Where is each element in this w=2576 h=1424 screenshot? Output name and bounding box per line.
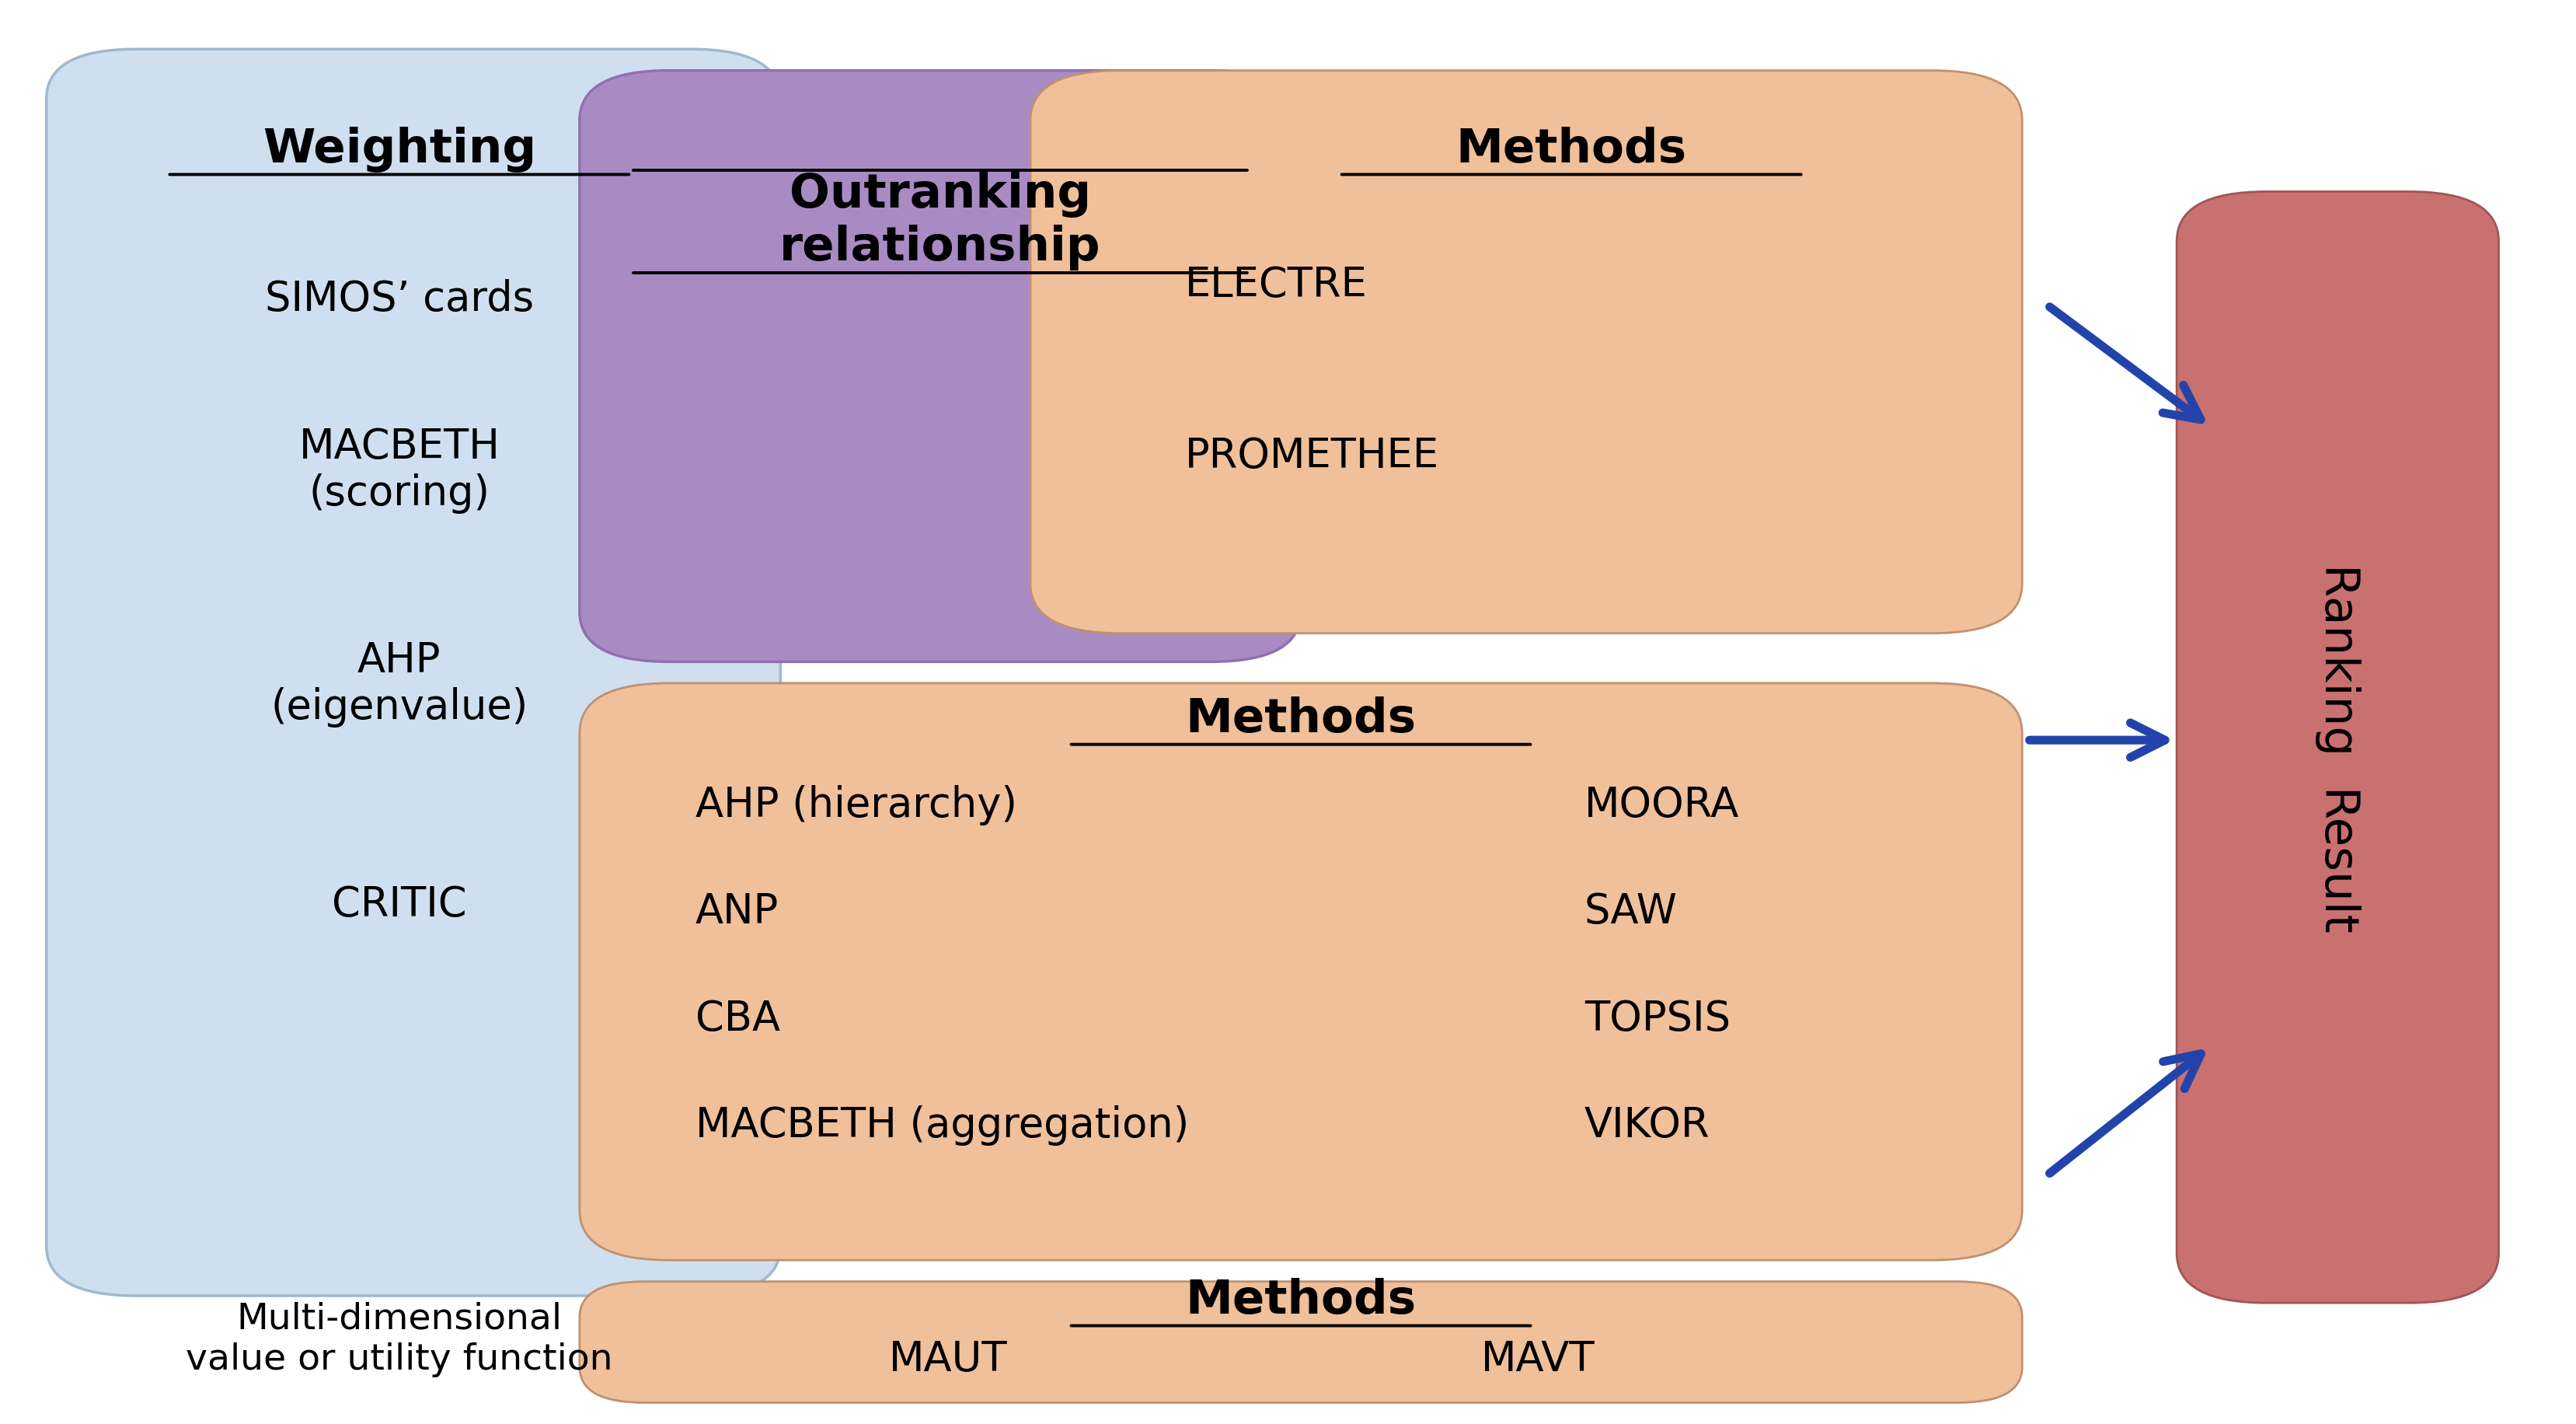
FancyBboxPatch shape	[2177, 192, 2499, 1303]
FancyBboxPatch shape	[580, 71, 1301, 662]
Text: MAVT: MAVT	[1481, 1339, 1595, 1378]
Text: Ranking  Result: Ranking Result	[2316, 562, 2360, 933]
Text: Methods: Methods	[1185, 696, 1417, 742]
Text: VIKOR: VIKOR	[1584, 1105, 1710, 1145]
Text: AHP
(eigenvalue): AHP (eigenvalue)	[270, 639, 528, 728]
Text: ANP: ANP	[696, 891, 778, 931]
Text: Methods: Methods	[1455, 127, 1687, 172]
Text: TOPSIS: TOPSIS	[1584, 998, 1731, 1038]
Text: MACBETH
(scoring): MACBETH (scoring)	[299, 426, 500, 514]
FancyBboxPatch shape	[46, 50, 781, 1296]
Text: CBA: CBA	[696, 998, 781, 1038]
Text: MOORA: MOORA	[1584, 785, 1739, 824]
Text: AHP (hierarchy): AHP (hierarchy)	[696, 785, 1018, 824]
Text: PROMETHEE: PROMETHEE	[1185, 436, 1440, 476]
Text: SAW: SAW	[1584, 891, 1677, 931]
Text: Methods: Methods	[1185, 1277, 1417, 1323]
FancyBboxPatch shape	[580, 684, 2022, 1260]
Text: Multi-dimensional
value or utility function: Multi-dimensional value or utility funct…	[185, 1302, 613, 1376]
FancyBboxPatch shape	[1030, 71, 2022, 634]
FancyBboxPatch shape	[580, 1282, 2022, 1403]
Text: MACBETH (aggregation): MACBETH (aggregation)	[696, 1105, 1190, 1145]
Text: CRITIC: CRITIC	[332, 884, 466, 924]
Text: ELECTRE: ELECTRE	[1185, 265, 1368, 305]
Text: SIMOS’ cards: SIMOS’ cards	[265, 279, 533, 319]
Text: MAUT: MAUT	[889, 1339, 1007, 1378]
Text: Outranking
relationship: Outranking relationship	[781, 171, 1100, 271]
Text: Weighting: Weighting	[263, 127, 536, 172]
